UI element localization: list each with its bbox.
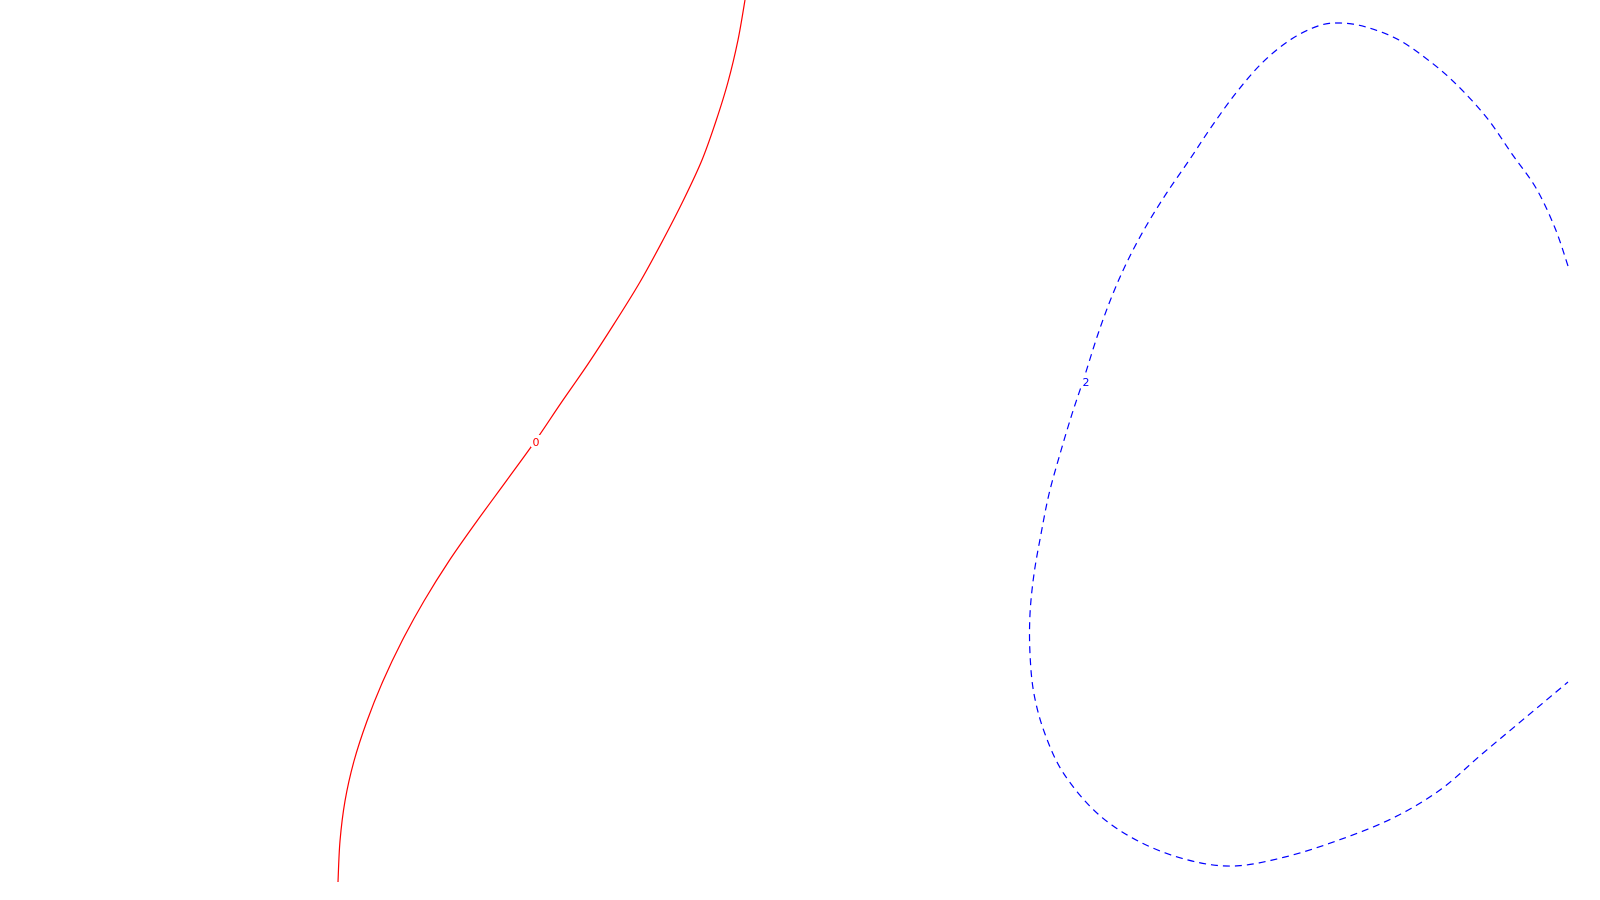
contour-label-background bbox=[531, 435, 541, 447]
contour-lines bbox=[337, 0, 1569, 883]
contour-label-2: 2 bbox=[1083, 376, 1090, 389]
contour-line-0 bbox=[337, 0, 746, 883]
contour-labels: 02 bbox=[531, 375, 1091, 449]
contour-label-0: 0 bbox=[533, 436, 540, 449]
contour-label-background bbox=[1081, 375, 1091, 387]
contour-line-2 bbox=[1028, 22, 1569, 867]
